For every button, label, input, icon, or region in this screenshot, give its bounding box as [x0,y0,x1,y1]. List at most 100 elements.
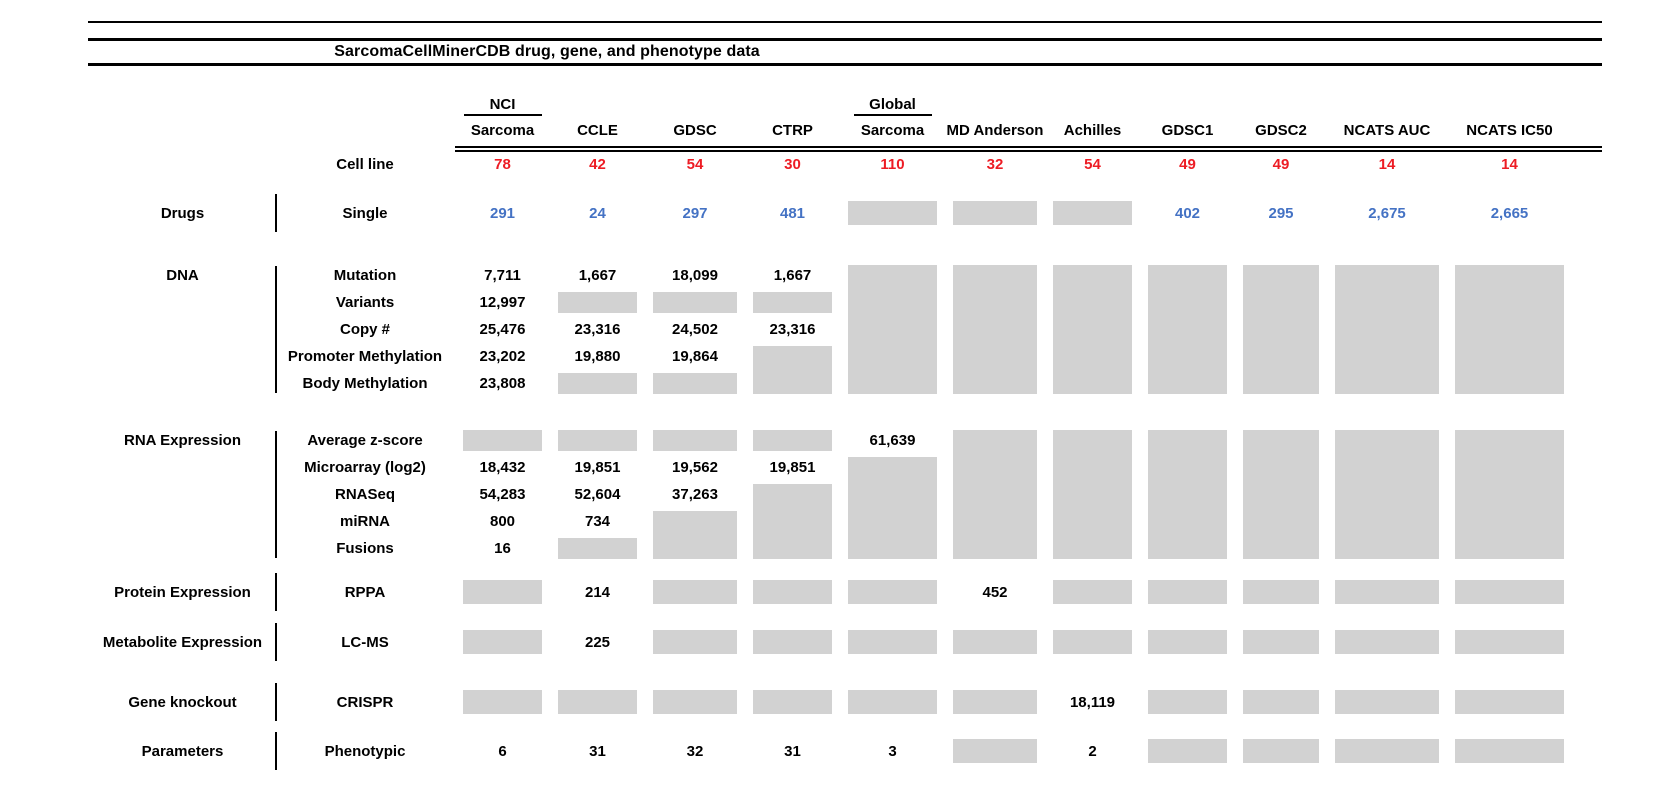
data-cell: 31 [784,742,801,760]
category-divider-bar [275,266,277,393]
data-cell: 481 [779,204,806,222]
section-parameters: Parameters Phenotypic 6 31 32 31 3 2 [90,732,1572,770]
data-cell: 3 [888,742,897,760]
missing-data-box [1148,265,1227,394]
missing-data-box [1053,630,1132,654]
category-label: Protein Expression [114,583,251,601]
data-cell: 18,119 [1069,693,1116,711]
title-top-rule [88,38,1602,41]
cell-line-count: 14 [1501,155,1518,173]
column-header-achilles-6: Achilles [1063,121,1122,139]
missing-data-box [848,630,937,654]
missing-data-box [1335,690,1439,714]
column-header-top-nci: NCI [455,94,550,116]
missing-data-box [1243,739,1319,763]
missing-data-box [1243,580,1319,604]
row-label-mutation: Mutation [333,267,397,284]
row-label-promoter-methylation: Promoter Methylation [287,348,443,365]
data-cell: 1,667 [773,267,812,284]
category-divider-bar [275,732,277,770]
missing-data-box [1243,630,1319,654]
cell-line-count: 30 [784,155,801,173]
missing-data-box [463,690,542,714]
missing-data-box [653,630,737,654]
cell-line-label: Cell line [336,155,394,173]
row-label-rppa: RPPA [344,583,386,601]
row-label-single: Single [342,204,388,222]
missing-data-box [1455,739,1564,763]
missing-data-box [1148,580,1227,604]
missing-data-box [1455,690,1564,714]
data-cell: 19,562 [672,459,718,476]
cell-line-count: 49 [1272,155,1290,173]
cell-line-count: 54 [686,155,704,173]
missing-data-box [463,580,542,604]
missing-data-box [1148,690,1227,714]
column-header-ccle-1: CCLE [577,121,618,139]
missing-data-box [848,457,937,559]
missing-data-box [558,538,637,559]
missing-data-box [753,484,832,559]
section-gene-knockout: Gene knockout CRISPR 18,119 [90,683,1572,721]
data-cell: 734 [584,513,611,530]
column-header-gdsc2-8: GDSC2 [1255,121,1307,139]
data-cell: 24 [589,204,606,222]
row-label-body-methylation: Body Methylation [302,375,428,392]
column-header-gdsc-2: GDSC [673,121,717,139]
cell-line-count: 32 [986,155,1004,173]
figure-title: SarcomaCellMinerCDB drug, gene, and phen… [334,43,760,60]
data-cell: 31 [589,742,606,760]
row-label-lc-ms: LC-MS [341,633,389,651]
data-cell: 37,263 [672,486,718,503]
data-cell: 402 [1174,204,1201,222]
section-rna-expression: RNA Expression Average z-score 61,639 Micro… [90,427,1572,562]
underlined-label: NCI [463,96,542,116]
data-cell: 18,432 [479,459,526,476]
column-header-ncats-ic50-10: NCATS IC50 [1466,121,1553,139]
missing-data-box [753,690,832,714]
data-cell: 23,316 [574,321,621,338]
data-cell: 214 [584,583,611,601]
cell-line-count-row: Cell line 78 42 54 30 110 32 54 49 49 14 14 [90,153,1572,175]
missing-data-box [848,265,937,394]
category-label: Gene knockout [128,693,237,711]
data-cell: 23,316 [769,321,816,338]
category-label: RNA Expression [124,432,241,449]
row-label-microarray-log2: Microarray (log2) [304,459,426,476]
missing-data-box [1455,430,1564,559]
column-header-sarcoma-4: Sarcoma [860,121,925,139]
column-header-ncats-auc-9: NCATS AUC [1343,121,1431,139]
section-protein-expression: Protein Expression RPPA 214 452 [90,573,1572,611]
data-cell: 2,665 [1490,204,1529,222]
missing-data-box [953,739,1037,763]
row-label-copy: Copy # [339,321,390,338]
data-cell: 24,502 [672,321,718,338]
top-rule [88,21,1602,23]
row-label-variants: Variants [335,294,395,311]
category-divider-bar [275,573,277,611]
cell-line-count: 14 [1378,155,1396,173]
missing-data-box [848,580,937,604]
data-cell: 52,604 [574,486,621,503]
row-label-crispr: CRISPR [336,693,394,711]
cell-line-count: 49 [1179,155,1196,173]
section-drugs: Drugs Single 291 24 297 481 402 295 2,675 2,665 [90,194,1572,232]
data-cell: 1,667 [578,267,617,284]
missing-data-box [1243,265,1319,394]
data-cell: 16 [494,540,511,557]
missing-data-box [653,511,737,559]
data-cell: 23,202 [479,348,526,365]
missing-data-box [558,430,637,451]
cell-line-count: 110 [880,155,905,173]
data-cell: 19,880 [574,348,621,365]
category-divider-bar [275,623,277,661]
missing-data-box [753,580,832,604]
data-cell: 7,711 [484,267,521,284]
missing-data-box [653,292,737,313]
data-cell: 19,851 [769,459,816,476]
data-cell: 800 [489,513,516,530]
missing-data-box [1455,265,1564,394]
missing-data-box [1243,690,1319,714]
missing-data-box [1455,580,1564,604]
column-header-md-anderson-5: MD Anderson [946,121,1044,139]
